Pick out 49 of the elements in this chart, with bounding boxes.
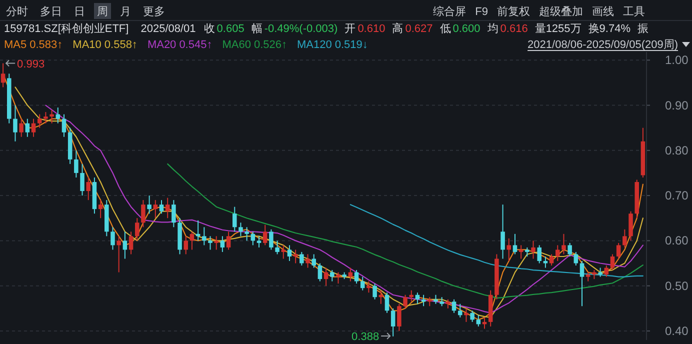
y-tick-label: 0.50	[665, 278, 689, 293]
text: MA60	[222, 39, 251, 51]
text: 0.610	[358, 23, 386, 35]
text: 0.600	[452, 23, 480, 35]
text: 收	[204, 23, 215, 35]
y-tick-label: 0.80	[665, 143, 689, 158]
text: 月	[120, 6, 131, 18]
text: MA10	[72, 39, 102, 51]
text: 高	[392, 22, 404, 35]
text: 分时	[6, 5, 28, 18]
text: 量1255万	[534, 23, 582, 35]
text: 综合屏	[433, 5, 466, 18]
text: 前复权	[497, 6, 530, 18]
text: 超级叠加	[539, 5, 583, 18]
text: MA20	[147, 39, 176, 51]
text: 更多	[143, 6, 165, 18]
text: MA5	[4, 39, 27, 51]
text: 0.526↑	[254, 39, 287, 51]
text: 多日	[40, 6, 62, 18]
y-tick-label: 0.60	[665, 234, 689, 248]
y-tick-label: 1.00	[665, 53, 689, 68]
text: -0.49%(-0.003)	[264, 23, 338, 35]
text: F9	[475, 6, 488, 18]
annotation: 0.993	[17, 58, 45, 70]
text: 0.545↑	[179, 39, 212, 51]
text: 2021/08/06-2025/09/05(209周)	[528, 39, 678, 51]
text: 0.627	[405, 23, 433, 35]
y-tick-label: 0.90	[665, 98, 689, 112]
text: 工具	[623, 6, 645, 18]
text: 均	[486, 23, 498, 35]
text: 0.605	[216, 23, 244, 35]
text: MA120	[297, 39, 332, 51]
chart-title: 159781.SZ[科创创业ETF]	[4, 22, 129, 35]
text: 周	[97, 6, 108, 18]
text: 低	[440, 23, 451, 35]
text: 振	[638, 23, 648, 35]
text: 换9.74%	[588, 23, 631, 35]
text: 开	[344, 23, 356, 35]
annotation: 0.388	[352, 331, 380, 343]
y-tick-label: 0.70	[665, 188, 689, 203]
text: 幅	[251, 23, 262, 35]
text: 画线	[592, 5, 614, 18]
text: 0.616	[500, 23, 528, 35]
text: 0.519↓	[334, 39, 368, 51]
text: 0.558↑	[104, 39, 138, 51]
text: 0.583↑	[30, 39, 63, 51]
y-tick-label: 0.40	[665, 324, 689, 338]
text: 日	[74, 6, 85, 18]
chart-subtitle: 2025/08/01	[140, 23, 196, 35]
